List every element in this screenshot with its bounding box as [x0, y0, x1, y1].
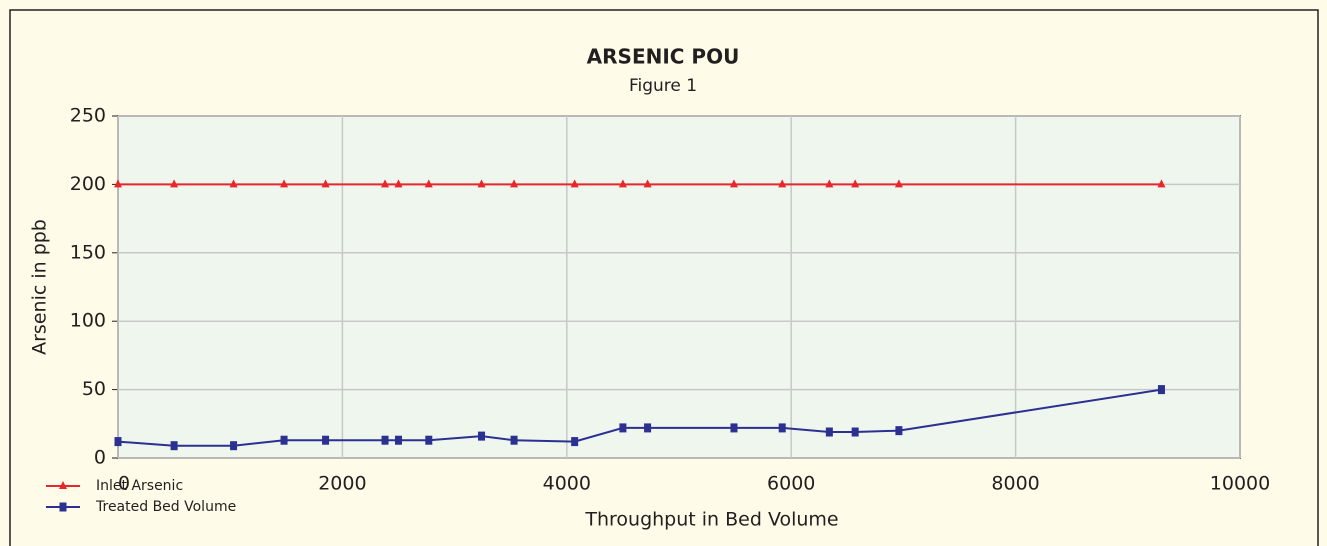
- legend-label: Treated Bed Volume: [95, 499, 236, 515]
- data-point: [425, 435, 433, 445]
- data-point: [322, 435, 330, 445]
- data-point: [851, 427, 859, 437]
- data-point: [643, 179, 652, 188]
- data-point: [825, 179, 834, 188]
- y-tick-label: 250: [70, 105, 106, 127]
- data-point: [394, 179, 403, 188]
- x-tick-label: 6000: [767, 473, 815, 495]
- x-tick-label: 4000: [543, 473, 591, 495]
- data-point: [395, 435, 402, 445]
- data-point: [477, 179, 486, 188]
- data-point: [510, 179, 519, 188]
- y-tick-label: 150: [70, 241, 106, 263]
- data-point: [510, 435, 518, 445]
- data-point: [170, 179, 179, 188]
- data-point: [778, 179, 787, 188]
- data-point: [618, 179, 627, 188]
- data-point: [571, 437, 579, 447]
- data-point: [381, 435, 389, 445]
- data-point: [321, 179, 330, 188]
- data-point: [895, 426, 903, 436]
- data-point: [1157, 385, 1165, 395]
- plot-area: [117, 115, 1241, 459]
- data-point: [894, 179, 903, 188]
- data-point: [1157, 179, 1166, 188]
- data-point: [230, 441, 238, 451]
- legend-label: Inlet Arsenic: [96, 478, 183, 494]
- data-point: [851, 179, 860, 188]
- x-tick-label: 10000: [1210, 473, 1270, 495]
- chart-title: ARSENIC POU: [587, 45, 740, 69]
- x-axis-label: Throughput in Bed Volume: [584, 509, 838, 531]
- y-tick-label: 200: [70, 173, 106, 195]
- y-tick-label: 50: [82, 378, 106, 400]
- chart-subtitle: Figure 1: [629, 76, 697, 96]
- legend-marker: [59, 481, 67, 489]
- legend-marker: [59, 502, 67, 512]
- data-point: [478, 431, 486, 441]
- y-tick-label: 0: [94, 447, 106, 469]
- data-point: [280, 179, 289, 188]
- data-point: [381, 179, 390, 188]
- data-point: [424, 179, 433, 188]
- x-tick-label: 8000: [991, 473, 1039, 495]
- data-point: [114, 179, 122, 188]
- frame: [9, 9, 1319, 546]
- data-point: [729, 179, 738, 188]
- data-point: [619, 423, 627, 433]
- x-tick-label: 2000: [318, 473, 366, 495]
- data-point: [825, 427, 833, 437]
- data-point: [229, 179, 238, 188]
- x-tick-label: 0: [118, 473, 130, 495]
- data-point: [644, 423, 652, 433]
- data-point: [730, 423, 738, 433]
- data-point: [114, 437, 122, 447]
- data-point: [778, 423, 786, 433]
- data-point: [280, 435, 288, 445]
- data-point: [170, 441, 178, 451]
- data-point: [570, 179, 579, 188]
- y-axis-label: Arsenic in ppb: [29, 219, 51, 355]
- y-tick-label: 100: [70, 310, 106, 332]
